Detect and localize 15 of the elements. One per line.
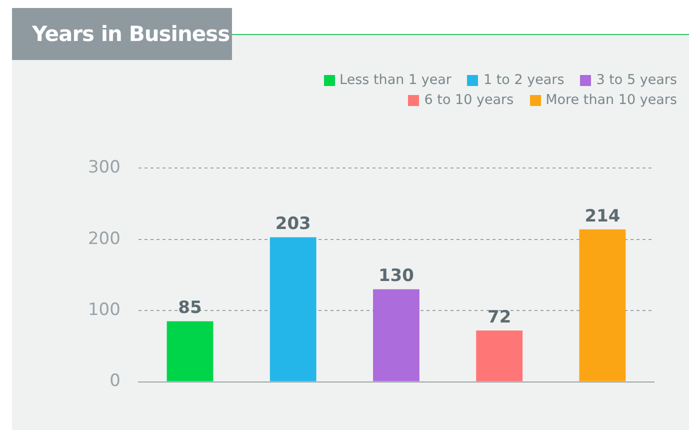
data-label: 130	[378, 266, 414, 286]
y-tick-label: 100	[88, 300, 120, 320]
chart-title: Years in Business	[12, 8, 232, 60]
y-tick-label: 200	[88, 228, 120, 249]
data-label: 72	[488, 307, 512, 328]
data-label: 214	[584, 206, 620, 226]
legend-label: More than 10 years	[546, 92, 677, 108]
data-label: 85	[178, 298, 202, 318]
legend-label: Less than 1 year	[340, 72, 452, 88]
legend-label: 1 to 2 years	[483, 72, 564, 88]
data-label: 203	[275, 214, 311, 234]
y-tick-label: 300	[88, 158, 120, 178]
legend-label: 3 to 5 years	[596, 72, 677, 88]
legend-label: 6 to 10 years	[424, 92, 514, 108]
y-tick-label: 0	[110, 371, 120, 392]
